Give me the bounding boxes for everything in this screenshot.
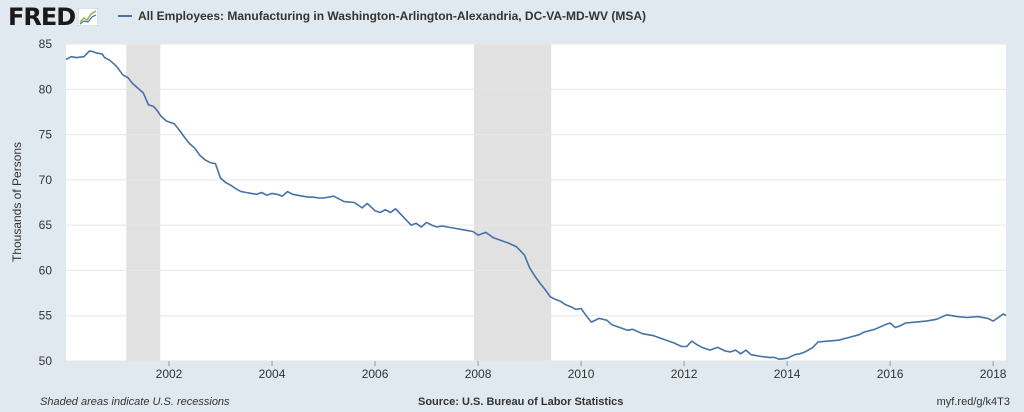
recession-shading (126, 44, 552, 361)
x-axis: 2002 2004 2006 2008 2010 2012 2014 2016 2018 (156, 361, 1007, 381)
y-axis-label: Thousands of Persons (10, 142, 24, 262)
y-tick-label-85: 85 (39, 37, 53, 51)
x-tick-label-2010: 2010 (568, 367, 595, 381)
recession-note: Shaded areas indicate U.S. recessions (40, 396, 230, 408)
y-tick-label-50: 50 (39, 354, 53, 368)
x-tick-label-2002: 2002 (156, 367, 183, 381)
x-tick-label-2016: 2016 (877, 367, 904, 381)
y-tick-label-65: 65 (39, 218, 53, 232)
y-tick-label-80: 80 (39, 82, 53, 96)
series-layer (65, 50, 1007, 361)
y-tick-label-55: 55 (39, 309, 53, 323)
chart: 50 55 60 65 70 75 80 85 2002 2004 2006 2008 2010 201… (10, 37, 1007, 381)
legend: All Employees: Manufacturing in Washingt… (118, 9, 646, 23)
logo-text: FRED (8, 3, 76, 31)
y-tick-label-75: 75 (39, 128, 53, 142)
x-tick-label-2004: 2004 (259, 367, 286, 381)
x-tick-label-2012: 2012 (671, 367, 698, 381)
y-axis: 50 55 60 65 70 75 80 85 (39, 37, 53, 368)
recession-band-1 (473, 44, 552, 361)
fred-logo[interactable]: FRED (8, 2, 99, 32)
x-tick-label-2018: 2018 (980, 367, 1007, 381)
chart-title: All Employees: Manufacturing in Washingt… (138, 9, 646, 23)
header: FRED All Employees: Manufacturing in Was… (0, 0, 1024, 36)
fred-graph-icon (78, 8, 99, 26)
series-line-0 (65, 50, 1007, 361)
x-tick-label-2014: 2014 (774, 367, 801, 381)
short-url-link[interactable]: myf.red/g/k4T3 (936, 396, 1010, 408)
legend-swatch (118, 15, 132, 17)
recession-band-0 (126, 44, 161, 361)
source-note: Source: U.S. Bureau of Labor Statistics (418, 396, 624, 408)
x-tick-label-2008: 2008 (465, 367, 492, 381)
y-tick-label-60: 60 (39, 263, 53, 277)
x-tick-label-2006: 2006 (362, 367, 389, 381)
y-tick-label-70: 70 (39, 173, 53, 187)
